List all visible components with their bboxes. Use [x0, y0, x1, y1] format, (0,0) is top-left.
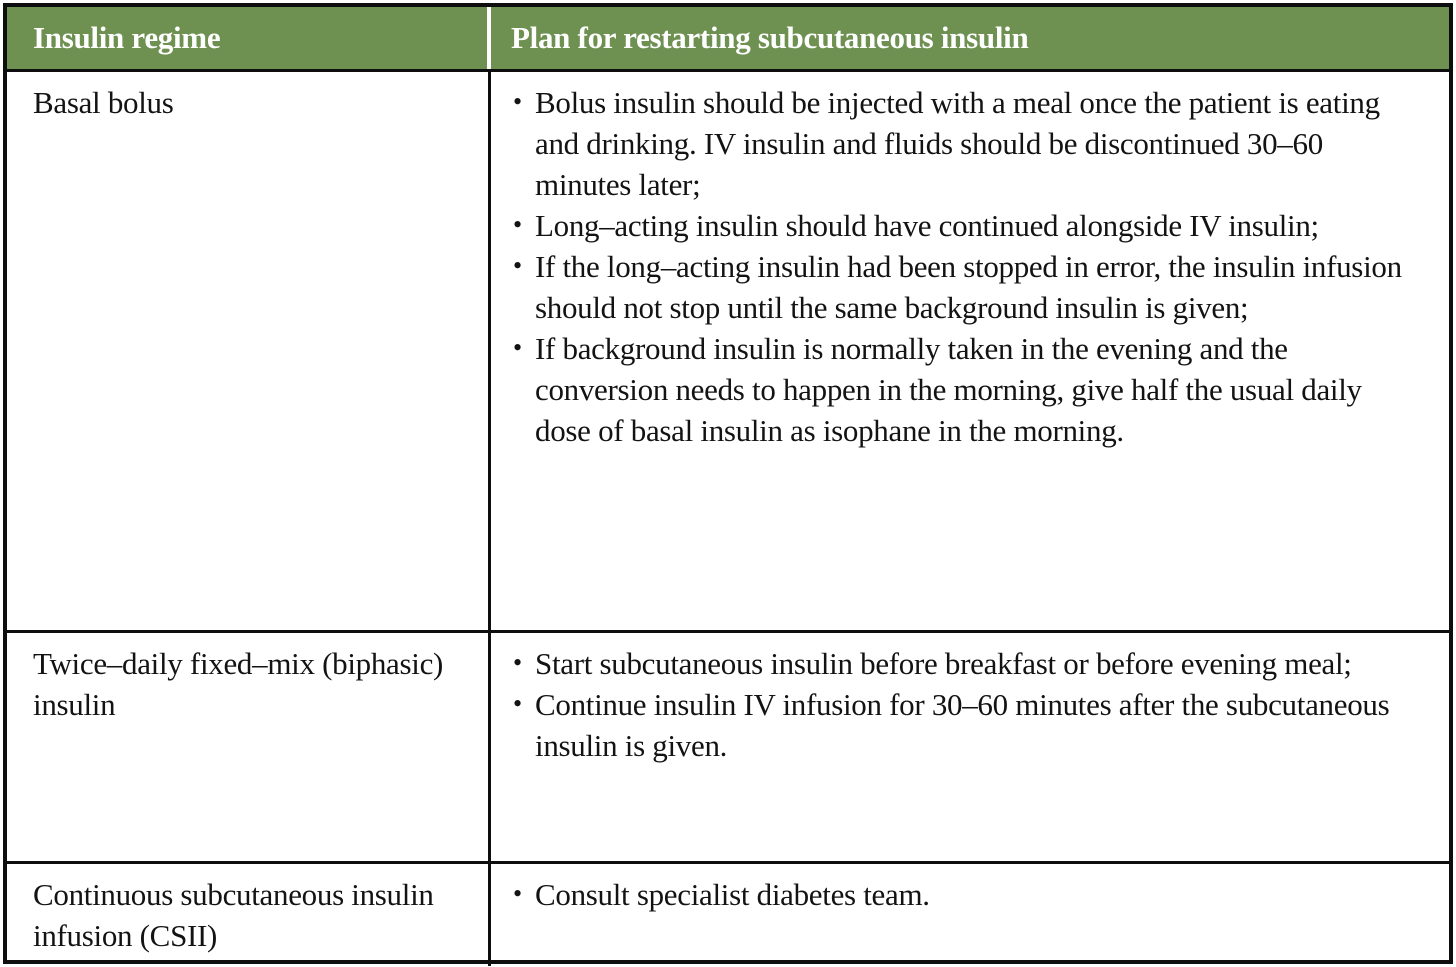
plan-item-text: Bolus insulin should be injected with a … — [535, 85, 1380, 202]
plan-item: • Long–acting insulin should have contin… — [511, 205, 1419, 246]
table-row-basal-bolus: Basal bolus • Bolus insulin should be in… — [7, 69, 1449, 630]
table-row-twice-daily: Twice–daily fixed–mix (biphasic) insulin… — [7, 630, 1449, 861]
column-header-insulin-regime: Insulin regime — [7, 7, 491, 69]
plan-cell: • Bolus insulin should be injected with … — [491, 72, 1449, 630]
bullet-icon: • — [513, 87, 522, 116]
bullet-icon: • — [513, 648, 522, 677]
plan-list: • Start subcutaneous insulin before brea… — [511, 643, 1419, 766]
plan-item: • Bolus insulin should be injected with … — [511, 82, 1419, 205]
plan-list: • Bolus insulin should be injected with … — [511, 82, 1419, 451]
plan-item: • Continue insulin IV infusion for 30–60… — [511, 684, 1419, 766]
plan-list: • Consult specialist diabetes team. — [511, 874, 1419, 915]
bullet-icon: • — [513, 333, 522, 362]
plan-item-text: Continue insulin IV infusion for 30–60 m… — [535, 687, 1390, 763]
plan-item-text: Consult specialist diabetes team. — [535, 877, 930, 912]
plan-item-text: If background insulin is normally taken … — [535, 331, 1362, 448]
regime-cell: Continuous subcutaneous insulin infusion… — [7, 864, 491, 966]
plan-item: • Consult specialist diabetes team. — [511, 874, 1419, 915]
plan-item: • Start subcutaneous insulin before brea… — [511, 643, 1419, 684]
bullet-icon: • — [513, 689, 522, 718]
plan-item-text: Long–acting insulin should have continue… — [535, 208, 1319, 243]
bullet-icon: • — [513, 879, 522, 908]
table-header-row: Insulin regime Plan for restarting subcu… — [7, 7, 1449, 69]
bullet-icon: • — [513, 210, 522, 239]
plan-item-text: If the long–acting insulin had been stop… — [535, 249, 1402, 325]
plan-item: • If the long–acting insulin had been st… — [511, 246, 1419, 328]
table-row-csii: Continuous subcutaneous insulin infusion… — [7, 861, 1449, 966]
plan-cell: • Start subcutaneous insulin before brea… — [491, 633, 1449, 861]
plan-item-text: Start subcutaneous insulin before breakf… — [535, 646, 1352, 681]
insulin-restart-table: Insulin regime Plan for restarting subcu… — [3, 3, 1453, 966]
regime-cell: Basal bolus — [7, 72, 491, 630]
bullet-icon: • — [513, 251, 522, 280]
plan-item: • If background insulin is normally take… — [511, 328, 1419, 451]
plan-cell: • Consult specialist diabetes team. — [491, 864, 1449, 966]
column-header-plan: Plan for restarting subcutaneous insulin — [511, 20, 1029, 55]
regime-cell: Twice–daily fixed–mix (biphasic) insulin — [7, 633, 491, 861]
